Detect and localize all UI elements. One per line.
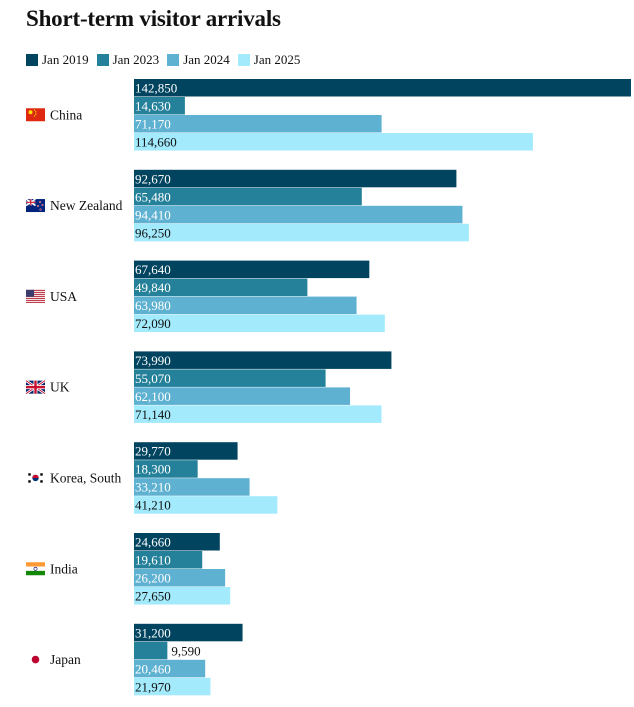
flag-usa-icon <box>26 289 45 303</box>
bar <box>134 533 220 551</box>
bar <box>134 260 370 279</box>
bar <box>134 659 206 678</box>
category-label: USA <box>50 289 77 304</box>
legend-item-jan-2019: Jan 2019 <box>26 52 89 68</box>
bar <box>134 296 357 315</box>
data-label: 31,200 <box>135 625 171 640</box>
bar <box>134 405 382 423</box>
data-label: 29,770 <box>135 444 171 459</box>
bar <box>134 79 631 97</box>
data-label: 27,650 <box>135 589 171 604</box>
bar <box>134 369 326 387</box>
data-label: 114,660 <box>135 135 177 150</box>
bar <box>134 387 351 405</box>
data-label: 72,090 <box>135 316 171 331</box>
data-label: 18,300 <box>135 462 171 477</box>
category-label: India <box>50 561 78 576</box>
category-label: Korea, South <box>50 470 121 485</box>
data-label: 63,980 <box>135 298 171 313</box>
bar <box>134 677 211 696</box>
category-label: New Zealand <box>50 198 123 213</box>
flag-india-icon <box>26 562 45 576</box>
category-label: China <box>50 107 82 122</box>
flag-south-korea-icon <box>26 471 45 485</box>
legend-item-jan-2025: Jan 2025 <box>237 52 301 68</box>
data-label: 71,140 <box>135 407 171 422</box>
category-label: UK <box>50 380 70 395</box>
legend-label: Jan 2025 <box>253 52 301 67</box>
bar <box>134 478 250 496</box>
legend-swatch <box>167 54 180 66</box>
legend-swatch <box>26 54 38 66</box>
data-label: 41,210 <box>135 498 171 513</box>
legend-item-jan-2023: Jan 2023 <box>96 52 160 68</box>
bar <box>134 97 185 115</box>
legend-item-jan-2024: Jan 2024 <box>167 52 230 68</box>
legend-swatch <box>237 54 250 66</box>
bar <box>134 442 238 460</box>
bar <box>134 351 392 369</box>
data-label: 19,610 <box>135 553 171 568</box>
bar <box>134 187 362 206</box>
data-label: 21,970 <box>135 679 171 694</box>
bar <box>134 278 308 297</box>
data-label: 20,460 <box>135 661 171 676</box>
legend-swatch <box>96 54 109 66</box>
data-label: 142,850 <box>135 81 177 96</box>
flag-new-zealand-icon <box>25 198 45 213</box>
bar <box>134 623 243 642</box>
data-label: 55,070 <box>135 371 171 386</box>
bar <box>134 314 385 333</box>
data-label: 71,170 <box>135 117 171 132</box>
data-label: 9,590 <box>171 643 200 658</box>
legend-label: Jan 2019 <box>42 52 89 67</box>
legend: Jan 2019 Jan 2023 Jan 2024 Jan 2025 <box>26 52 308 68</box>
bar <box>134 551 203 569</box>
flag-japan-icon <box>26 653 45 667</box>
bar <box>134 223 469 242</box>
bar <box>134 569 226 587</box>
category-label: Japan <box>50 652 81 667</box>
data-label: 33,210 <box>135 480 171 495</box>
flag-uk-icon <box>25 379 46 395</box>
data-label: 24,660 <box>135 535 171 550</box>
legend-label: Jan 2023 <box>112 52 160 67</box>
data-label: 49,840 <box>135 280 171 295</box>
data-label: 14,630 <box>135 99 171 114</box>
data-label: 94,410 <box>135 207 171 222</box>
data-label: 73,990 <box>135 353 171 368</box>
data-label: 67,640 <box>135 262 171 277</box>
legend-label: Jan 2024 <box>183 52 230 67</box>
bar <box>134 133 533 151</box>
bar <box>134 460 198 478</box>
data-label: 26,200 <box>135 571 171 586</box>
bar <box>134 169 457 188</box>
bar <box>134 496 278 514</box>
bar <box>134 115 382 133</box>
data-label: 92,670 <box>135 171 171 186</box>
data-label: 62,100 <box>135 389 171 404</box>
data-label: 65,480 <box>135 189 171 204</box>
chart-title: Short-term visitor arrivals <box>26 6 281 31</box>
bar <box>134 587 231 605</box>
bar <box>134 641 168 660</box>
flag-china-icon <box>26 108 45 122</box>
bar <box>134 205 463 224</box>
data-label: 96,250 <box>135 225 171 240</box>
